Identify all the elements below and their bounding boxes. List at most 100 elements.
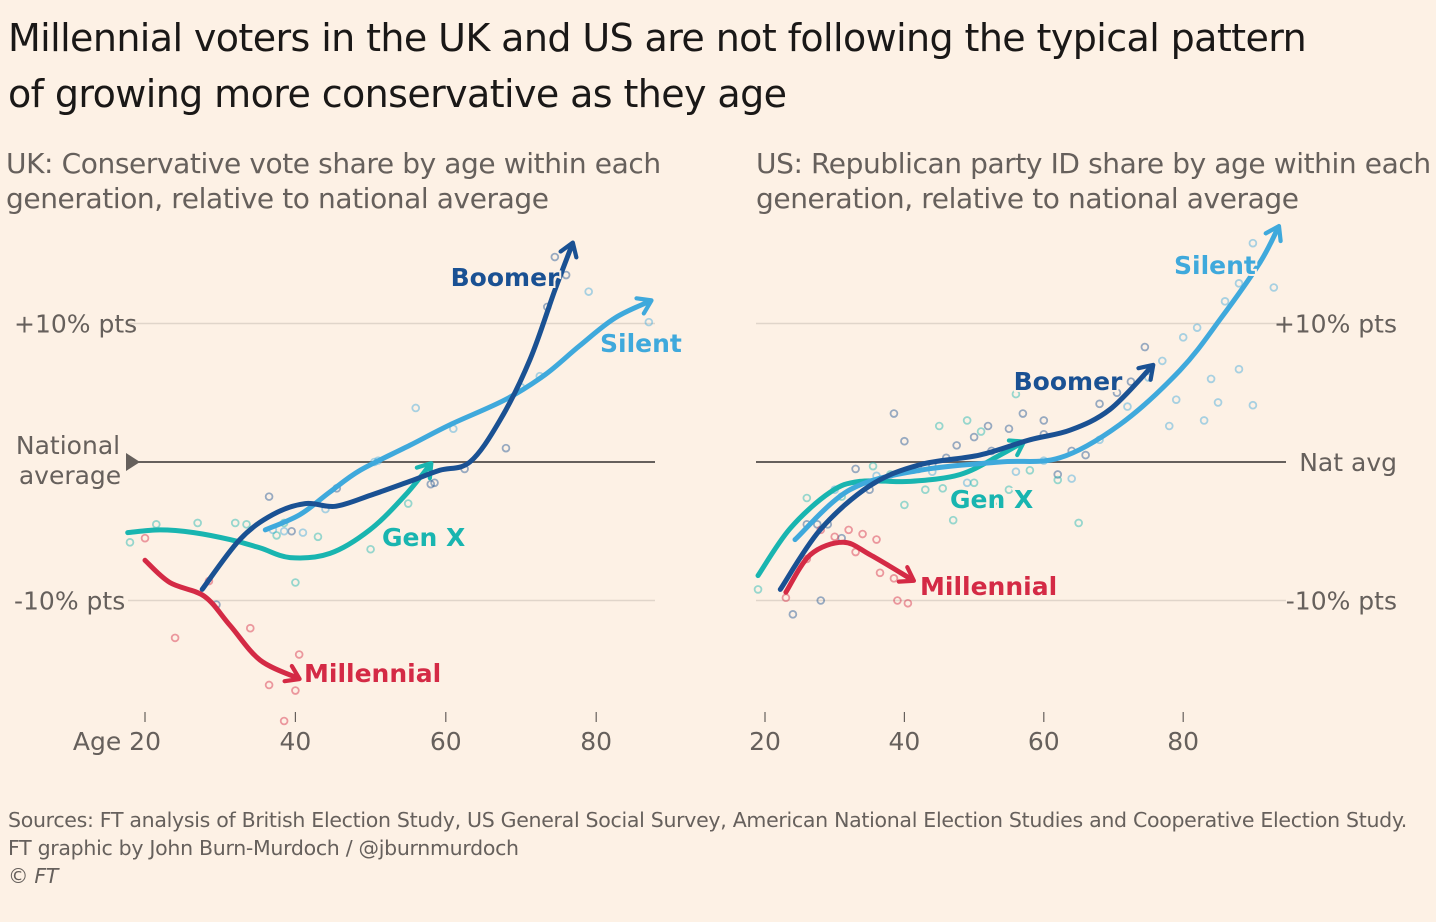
data-point-millennial bbox=[279, 716, 289, 726]
data-point-boomer bbox=[983, 421, 993, 431]
trend-line-boomer bbox=[199, 240, 579, 592]
data-point-gen-x bbox=[802, 493, 812, 503]
series-label-gen-x: Gen X bbox=[950, 485, 1033, 514]
data-point-boomer bbox=[1004, 424, 1014, 434]
data-point-gen-x bbox=[921, 485, 930, 495]
data-point-boomer bbox=[816, 596, 826, 605]
data-point-millennial bbox=[893, 596, 902, 605]
series-label-millennial: Millennial bbox=[920, 572, 1057, 601]
x-tick-label: 40 bbox=[888, 727, 920, 756]
data-point-boomer bbox=[889, 409, 899, 418]
chart-title: Millennial voters in the UK and US are n… bbox=[8, 16, 1307, 116]
data-point-silent bbox=[1199, 416, 1209, 425]
data-point-gen-x bbox=[1004, 485, 1014, 495]
data-point-millennial bbox=[903, 598, 913, 608]
trend-line-gen-x bbox=[755, 438, 1027, 579]
data-point-silent bbox=[1157, 356, 1167, 366]
data-point-boomer bbox=[900, 436, 909, 446]
data-point-silent bbox=[411, 403, 421, 413]
data-point-gen-x bbox=[193, 518, 202, 528]
data-point-millennial bbox=[245, 623, 255, 633]
data-point-boomer bbox=[430, 478, 439, 488]
y-tick-label: Nat avg bbox=[1299, 448, 1397, 477]
data-point-silent bbox=[644, 317, 654, 327]
y-tick-label: +10% pts bbox=[1274, 310, 1397, 339]
data-point-silent bbox=[1269, 283, 1279, 292]
trend-line-boomer bbox=[777, 362, 1156, 592]
data-point-silent bbox=[1234, 279, 1244, 288]
y-tick-label: -10% pts bbox=[1286, 587, 1397, 616]
data-point-silent bbox=[962, 478, 972, 488]
x-tick-label: Age 20 bbox=[73, 727, 161, 756]
copyright-note: © FT bbox=[8, 864, 59, 888]
x-tick-label: 80 bbox=[1167, 727, 1199, 756]
data-point-boomer bbox=[1095, 399, 1104, 409]
data-point-boomer bbox=[287, 526, 296, 536]
data-point-gen-x bbox=[125, 538, 135, 547]
series-label-boomer: Boomer bbox=[451, 263, 560, 292]
data-point-millennial bbox=[858, 529, 867, 539]
data-point-gen-x bbox=[900, 500, 909, 510]
data-point-silent bbox=[1248, 400, 1258, 410]
data-point-gen-x bbox=[934, 421, 944, 431]
data-point-silent bbox=[279, 526, 289, 536]
data-point-gen-x bbox=[313, 532, 323, 542]
data-point-gen-x bbox=[242, 520, 251, 529]
data-point-boomer bbox=[1081, 450, 1090, 460]
sources-note: Sources: FT analysis of British Election… bbox=[8, 808, 1407, 832]
trend-line-gen-x bbox=[125, 461, 434, 561]
y-tick-label: average bbox=[19, 461, 121, 490]
data-point-silent bbox=[1178, 333, 1188, 342]
data-point-boomer bbox=[426, 479, 436, 489]
series-label-millennial: Millennial bbox=[304, 659, 441, 688]
series-label-silent: Silent bbox=[1174, 251, 1256, 280]
data-point-gen-x bbox=[753, 585, 763, 594]
data-point-gen-x bbox=[948, 515, 958, 525]
data-point-boomer bbox=[550, 252, 560, 262]
data-point-boomer bbox=[1053, 470, 1063, 479]
data-point-millennial bbox=[291, 686, 300, 695]
uk-chart-subtitle: UK: Conservative vote share by age withi… bbox=[6, 147, 661, 215]
data-point-millennial bbox=[872, 535, 881, 544]
data-point-millennial bbox=[264, 680, 274, 690]
data-point-gen-x bbox=[990, 496, 1000, 506]
data-point-gen-x bbox=[1074, 518, 1083, 528]
us-chart-subtitle: US: Republican party ID share by age wit… bbox=[756, 147, 1431, 215]
data-point-gen-x bbox=[976, 427, 986, 436]
trend-line-millennial bbox=[142, 557, 302, 684]
data-point-millennial bbox=[140, 533, 150, 543]
data-point-gen-x bbox=[1053, 475, 1063, 485]
x-tick-label: 60 bbox=[1028, 727, 1060, 756]
national-average-marker-icon bbox=[126, 453, 140, 471]
x-tick-label: 20 bbox=[749, 727, 781, 756]
data-point-silent bbox=[298, 528, 308, 537]
credit-note: FT graphic by John Burn-Murdoch / @jburn… bbox=[8, 836, 519, 860]
data-point-millennial bbox=[294, 650, 304, 659]
data-point-gen-x bbox=[1025, 466, 1035, 475]
data-point-millennial bbox=[889, 574, 899, 583]
data-point-gen-x bbox=[1011, 389, 1021, 399]
x-tick-label: 80 bbox=[580, 727, 612, 756]
trend-line-millennial bbox=[783, 539, 917, 595]
x-tick-label: 40 bbox=[279, 727, 311, 756]
footer: Sources: FT analysis of British Election… bbox=[8, 806, 1407, 890]
data-point-gen-x bbox=[868, 461, 878, 471]
data-point-silent bbox=[1123, 402, 1132, 411]
y-tick-label: National bbox=[16, 431, 120, 460]
data-point-silent bbox=[1220, 297, 1230, 306]
data-point-silent bbox=[1213, 398, 1223, 407]
data-point-silent bbox=[1171, 395, 1181, 404]
data-point-gen-x bbox=[403, 499, 413, 508]
data-point-boomer bbox=[1126, 377, 1136, 386]
data-point-millennial bbox=[875, 568, 885, 578]
data-point-gen-x bbox=[151, 520, 161, 529]
data-point-silent bbox=[1164, 421, 1174, 431]
data-point-gen-x bbox=[272, 531, 281, 540]
series-label-boomer: Boomer bbox=[1014, 367, 1123, 396]
data-point-boomer bbox=[851, 464, 860, 474]
data-point-silent bbox=[1067, 474, 1076, 483]
series-label-gen-x: Gen X bbox=[382, 523, 465, 552]
data-point-gen-x bbox=[938, 484, 948, 493]
